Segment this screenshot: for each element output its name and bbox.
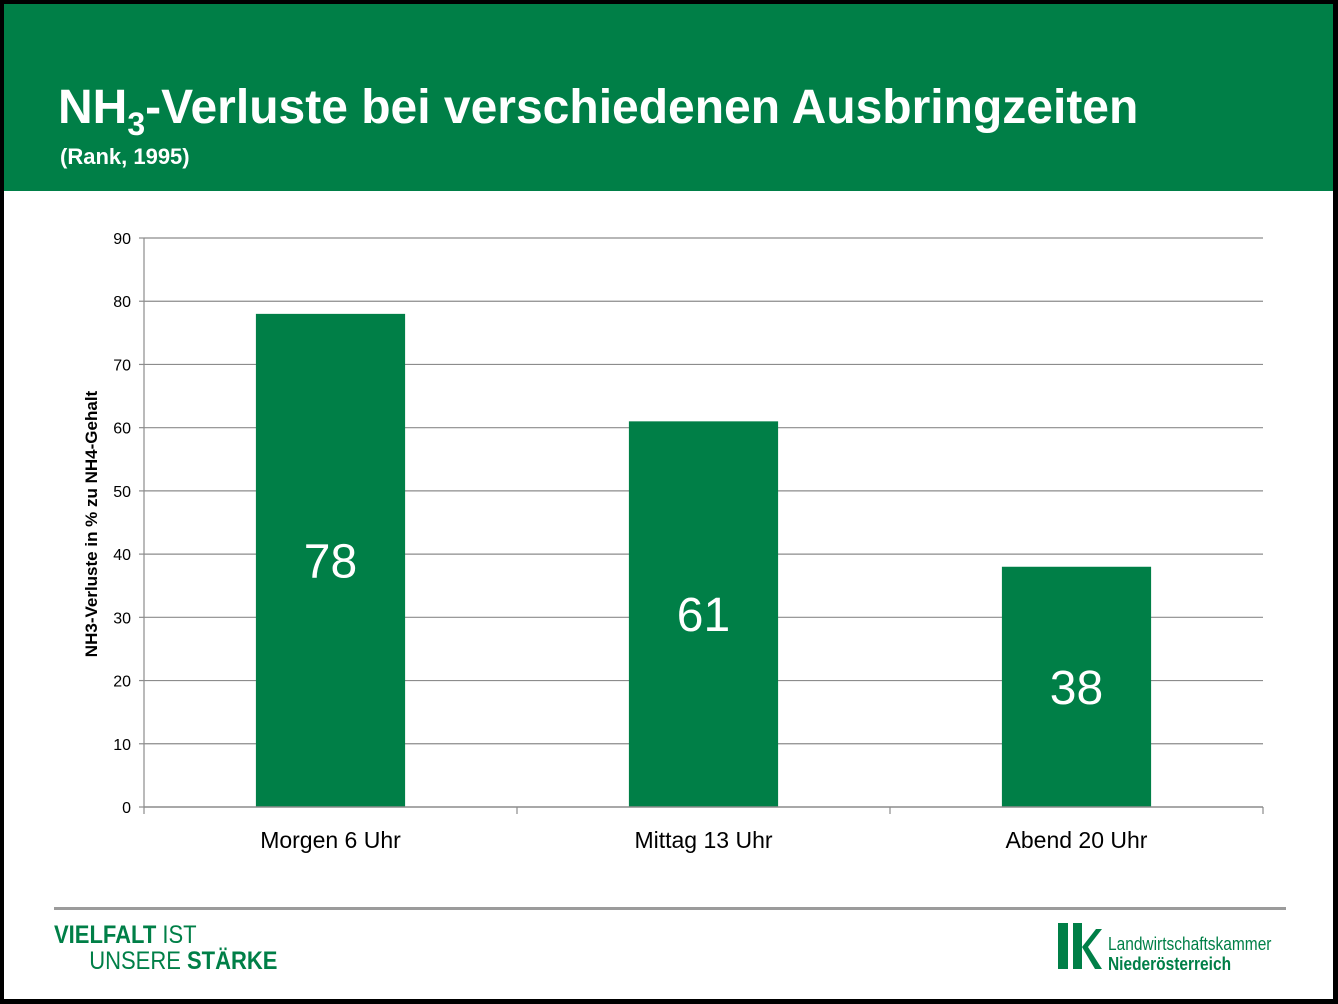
y-tick-label: 10	[113, 737, 131, 754]
bar	[628, 421, 779, 807]
slide-subtitle: (Rank, 1995)	[60, 144, 190, 169]
bars	[255, 313, 1152, 807]
slide: NH3-Verluste bei verschiedenen Ausbringz…	[4, 4, 1333, 999]
y-tick-label: 20	[113, 674, 131, 691]
data-label: 61	[677, 589, 730, 642]
y-tick-label: 50	[113, 484, 131, 501]
x-tick-label: Mittag 13 Uhr	[634, 827, 772, 853]
bar-chart: 0 10 20 30 40 50 60 70 80 90 Morgen 6 Uhr Mittag 1…	[82, 231, 1264, 853]
x-tick-label: Morgen 6 Uhr	[260, 827, 401, 853]
y-axis-label: NH3-Verluste in % zu NH4-Gehalt	[82, 390, 101, 657]
org-name: Landwirtschaftskammer Niederösterreich	[1108, 934, 1272, 974]
data-label: 38	[1050, 662, 1103, 715]
y-tick-label: 80	[113, 294, 131, 311]
bar	[255, 313, 406, 807]
data-labels: 78 61 38	[304, 535, 1103, 714]
y-tick-label: 0	[122, 800, 131, 817]
slide-title: NH3-Verluste bei verschiedenen Ausbringz…	[58, 81, 1139, 142]
footer-divider	[54, 907, 1286, 910]
y-tick-label: 90	[113, 231, 131, 248]
y-tick-label: 70	[113, 357, 131, 374]
y-tick-label: 30	[113, 610, 131, 627]
y-tick-label: 40	[113, 547, 131, 564]
title-banner: NH3-Verluste bei verschiedenen Ausbringz…	[4, 4, 1333, 191]
y-tick-labels: 0 10 20 30 40 50 60 70 80 90	[113, 231, 131, 817]
data-label: 78	[304, 535, 357, 588]
motto-line-1: VIELFALT IST	[54, 921, 197, 949]
bar	[1001, 566, 1152, 807]
x-tick-label: Abend 20 Uhr	[1006, 827, 1148, 853]
motto-line-2: UNSERE STÄRKE	[89, 947, 278, 975]
motto: VIELFALT IST UNSERE STÄRKE	[54, 922, 277, 974]
axes	[139, 237, 1264, 814]
x-tick-labels: Morgen 6 Uhr Mittag 13 Uhr Abend 20 Uhr	[260, 827, 1148, 853]
y-tick-label: 60	[113, 421, 131, 438]
lk-logo-icon	[1058, 923, 1102, 969]
title-subscript: 3	[127, 106, 146, 142]
